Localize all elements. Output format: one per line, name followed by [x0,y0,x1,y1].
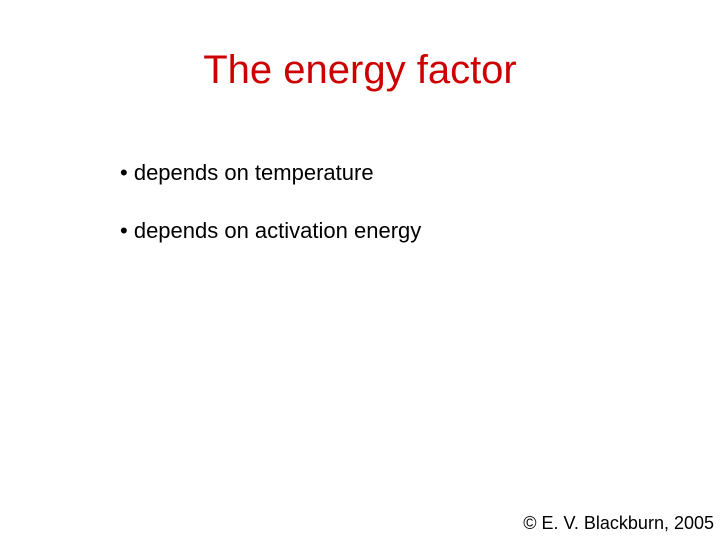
slide: The energy factor depends on temperature… [0,0,720,540]
copyright-text: © E. V. Blackburn, 2005 [523,513,714,534]
bullet-list: depends on temperature depends on activa… [120,160,660,277]
list-item: depends on temperature [120,160,660,186]
slide-title: The energy factor [0,48,720,93]
list-item: depends on activation energy [120,218,660,244]
